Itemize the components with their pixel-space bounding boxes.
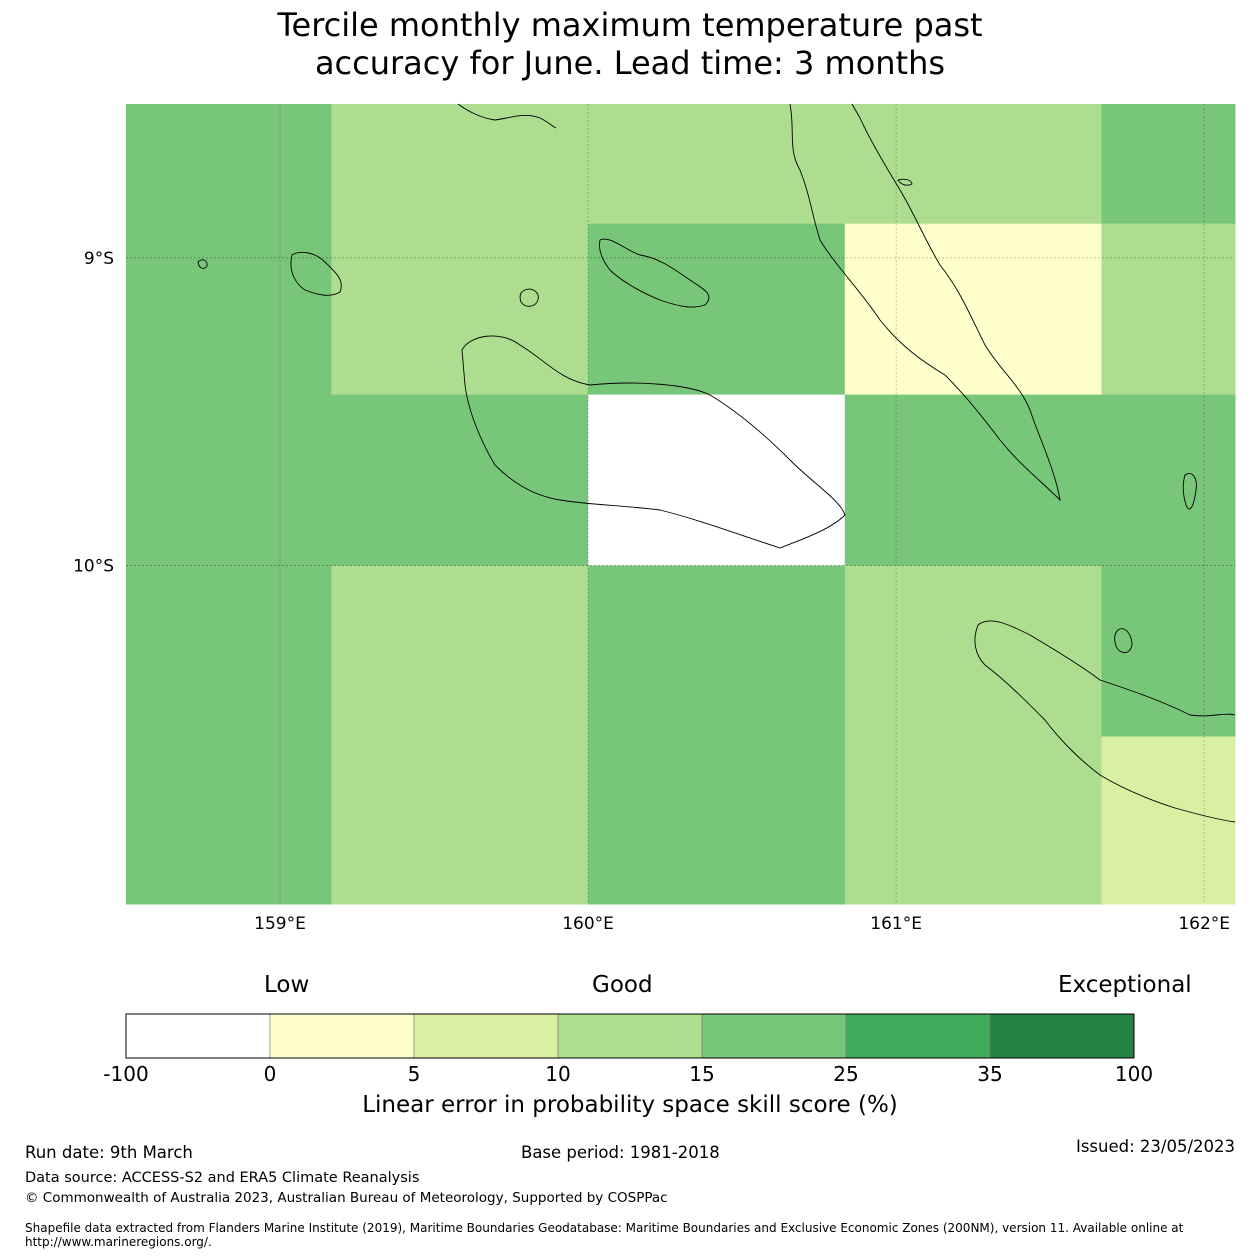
- skill-cell: [844, 394, 1103, 567]
- coast-savo: [519, 288, 539, 307]
- skill-cell: [588, 736, 846, 905]
- colorbar-tick: 35: [977, 1062, 1003, 1086]
- colorbar-label-exceptional: Exceptional: [1058, 972, 1192, 998]
- skill-cell: [331, 394, 589, 567]
- colorbar-segment: [125, 1013, 271, 1059]
- lon-tick-label: 161°E: [870, 914, 922, 934]
- skill-cell: [331, 565, 589, 737]
- skill-cell: [126, 223, 332, 396]
- skill-cell: [126, 565, 332, 737]
- shapefile-credit: Shapefile data extracted from Flanders M…: [25, 1221, 1184, 1249]
- base-period: Base period: 1981-2018: [521, 1143, 720, 1162]
- colorbar-label-low: Low: [264, 972, 310, 998]
- skill-cell: [1101, 223, 1236, 396]
- graticule: [126, 104, 1235, 904]
- colorbar-segment: [989, 1013, 1135, 1059]
- run-date: Run date: 9th March: [25, 1143, 193, 1162]
- coast-malaita-south: [1182, 473, 1197, 510]
- lon-tick-label: 162°E: [1178, 914, 1230, 934]
- lat-tick-label: 10°S: [73, 557, 114, 577]
- skill-cell: [588, 565, 846, 737]
- coast-small-islet: [897, 178, 913, 186]
- skill-cell: [588, 223, 846, 396]
- skill-cell: [844, 736, 1103, 905]
- colorbar-segment: [845, 1013, 991, 1059]
- issued-date: Issued: 23/05/2023: [1075, 1137, 1235, 1156]
- colorbar-segment: [557, 1013, 703, 1059]
- colorbar: [125, 1013, 1135, 1059]
- coast-florida-islands: [599, 238, 710, 308]
- colorbar-tick: 0: [263, 1062, 277, 1086]
- skill-cell: [588, 394, 846, 567]
- skill-cell: [1101, 104, 1236, 225]
- coast-western-islet: [197, 259, 208, 269]
- colorbar-tick: 100: [1114, 1062, 1154, 1086]
- skill-cell: [588, 104, 846, 225]
- skill-cell: [844, 104, 1103, 225]
- skill-cell: [844, 223, 1103, 396]
- lon-tick-label: 160°E: [562, 914, 614, 934]
- colorbar-tick: -100: [103, 1062, 149, 1086]
- skill-cell: [1101, 565, 1236, 737]
- colorbar-segment: [413, 1013, 559, 1059]
- colorbar-segment: [269, 1013, 415, 1059]
- colorbar-title: Linear error in probability space skill …: [362, 1092, 898, 1118]
- skill-cell: [331, 736, 589, 905]
- lat-tick-label: 9°S: [84, 249, 114, 269]
- map-title: Tercile monthly maximum temperature past…: [0, 6, 1260, 82]
- lon-tick-label: 159°E: [254, 914, 306, 934]
- coast-guadalcanal: [461, 335, 846, 549]
- colorbar-tick: 10: [545, 1062, 571, 1086]
- skill-cells: [126, 104, 1236, 905]
- coast-top-islands: [457, 103, 557, 129]
- colorbar-segment: [701, 1013, 847, 1059]
- title-line-2: accuracy for June. Lead time: 3 months: [314, 44, 946, 82]
- coast-uki-island: [1114, 628, 1133, 654]
- coast-russell-islands: [290, 251, 342, 296]
- coast-santa-isabel: [789, 103, 1061, 502]
- skill-cell: [126, 104, 332, 225]
- skill-cell: [1101, 736, 1236, 905]
- skill-cell: [844, 565, 1103, 737]
- skill-cell: [126, 394, 332, 567]
- colorbar-frame: [125, 1013, 1135, 1059]
- colorbar-tick: 25: [833, 1062, 859, 1086]
- skill-cell: [126, 736, 332, 905]
- skill-cell: [331, 104, 589, 225]
- colorbar-label-good: Good: [592, 972, 653, 998]
- axis-labels: 159°E 160°E 161°E 162°E 9°S 10°S: [73, 249, 1230, 934]
- coastlines: [197, 103, 1236, 823]
- colorbar-tick: 5: [407, 1062, 421, 1086]
- data-source: Data source: ACCESS-S2 and ERA5 Climate …: [25, 1170, 420, 1186]
- skill-cell: [331, 223, 589, 396]
- title-line-1: Tercile monthly maximum temperature past: [277, 6, 983, 44]
- copyright: © Commonwealth of Australia 2023, Austra…: [25, 1190, 668, 1206]
- skill-cell: [1101, 394, 1236, 567]
- coast-makira: [974, 620, 1236, 823]
- colorbar-tick: 15: [689, 1062, 715, 1086]
